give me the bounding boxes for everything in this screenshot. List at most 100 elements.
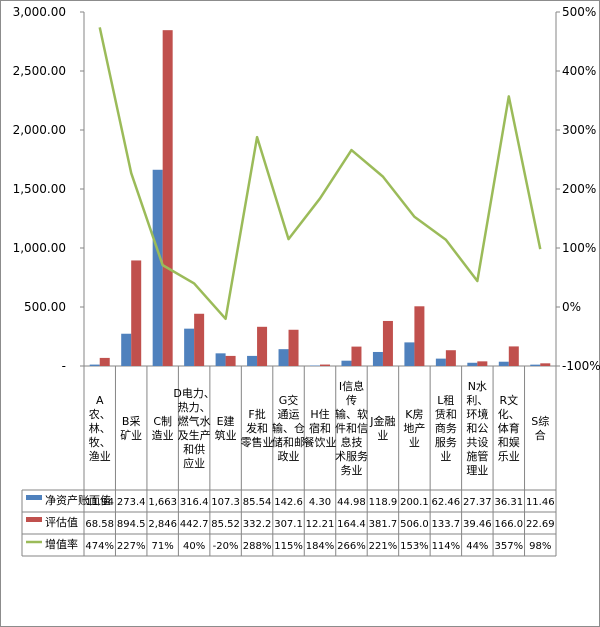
bar-book-value [498, 361, 509, 366]
category-label: 储和邮 [272, 435, 305, 449]
table-value: 118.9 [369, 497, 398, 508]
category-label: 息技 [340, 435, 362, 449]
table-value: 474% [85, 541, 114, 552]
table-value: 40% [183, 541, 205, 552]
table-value: 62.46 [432, 497, 461, 508]
table-value: 307.1 [274, 519, 303, 530]
growth-rate-line [98, 27, 542, 321]
table-value: 357% [495, 541, 524, 552]
bar-appraised-value [162, 30, 173, 367]
category-label: 地产 [403, 421, 425, 435]
category-label: 务业 [340, 464, 362, 477]
bar-book-value [404, 342, 415, 366]
table-value: 4.30 [309, 497, 331, 508]
table-value: 221% [369, 541, 398, 552]
bar-book-value [152, 169, 163, 366]
category-label: 业 [409, 436, 420, 449]
category-label: 施管 [466, 449, 488, 463]
table-value: 85.52 [211, 519, 240, 530]
table-value: 266% [337, 541, 366, 552]
table-value: 288% [243, 541, 272, 552]
category-label: 件和信 [335, 422, 368, 435]
category-label: 理业 [466, 464, 488, 477]
category-label: 服务 [435, 436, 457, 449]
bar-book-value [184, 328, 195, 366]
table-value: 71% [152, 541, 174, 552]
bar-book-value [530, 364, 541, 366]
left-y-tick-label: 3,000.00 [13, 5, 66, 19]
category-label: 造业 [152, 428, 174, 442]
category-label: 矿业 [120, 429, 142, 442]
category-label: 热力、 [178, 401, 211, 414]
table-value: 115% [274, 541, 303, 552]
legend-swatch [26, 495, 42, 500]
bar-appraised-value [508, 346, 519, 366]
category-label: 利、 [466, 394, 488, 407]
category-label: B采 [122, 415, 141, 428]
bar-book-value [278, 349, 289, 366]
table-value: 114% [432, 541, 461, 552]
left-y-tick-label: 1,000.00 [13, 241, 66, 255]
bar-book-value [121, 333, 132, 366]
category-label: 体育 [498, 421, 520, 435]
bar-appraised-value [540, 363, 551, 366]
table-value: 27.37 [463, 497, 492, 508]
table-value: 166.0 [494, 519, 523, 530]
table-value: 1,663 [148, 497, 177, 508]
table-value: 164.4 [337, 519, 366, 530]
left-y-tick-label: 2,000.00 [13, 123, 66, 137]
category-label: 共设 [466, 436, 488, 449]
category-label: 政业 [278, 449, 300, 463]
category-label: E建 [217, 414, 235, 428]
bar-book-value [89, 364, 100, 366]
category-label: F批 [248, 407, 265, 421]
category-label: N水 [468, 380, 487, 393]
right-y-tick-label: 100% [562, 241, 596, 255]
bar-appraised-value [351, 346, 362, 366]
category-label: L租 [437, 394, 454, 407]
table-value: 442.7 [180, 519, 209, 530]
category-label: 应业 [183, 456, 205, 470]
table-value: 381.7 [369, 519, 398, 530]
table-value: 39.46 [463, 519, 492, 530]
category-label: I信息 [339, 379, 364, 393]
legend-label: 增值率 [45, 537, 78, 551]
table-value: 12.21 [306, 519, 335, 530]
category-label: 和公 [466, 422, 488, 435]
legend-label: 评估值 [45, 516, 78, 529]
category-label: 乐业 [498, 450, 520, 463]
category-label: R文 [499, 393, 518, 407]
table-value: 11.46 [526, 497, 555, 508]
table-value: 11.94 [85, 497, 114, 508]
bar-appraised-value [131, 260, 142, 366]
category-label: 宿和 [309, 421, 331, 435]
right-y-tick-label: 400% [562, 64, 596, 78]
table-value: -20% [213, 541, 239, 552]
left-y-tick-label: 1,500.00 [13, 182, 66, 196]
category-label: J金融 [369, 414, 395, 428]
table-value: 227% [117, 541, 146, 552]
category-label: 渔业 [89, 450, 111, 463]
left-y-tick-label: 500.00 [24, 300, 66, 314]
right-y-tick-label: 200% [562, 182, 596, 196]
table-value: 273.4 [117, 497, 146, 508]
category-label: 通运 [278, 408, 300, 421]
category-label: G交 [279, 393, 299, 407]
category-label: 环境 [466, 407, 488, 421]
right-y-tick-label: 500% [562, 5, 596, 19]
table-value: 36.31 [494, 497, 523, 508]
table-value: 107.3 [211, 497, 240, 508]
bar-appraised-value [194, 313, 205, 366]
bar-book-value [310, 365, 320, 366]
category-label: 燃气水 [178, 414, 211, 428]
category-label: K房 [405, 408, 423, 421]
table-value: 894.5 [117, 519, 146, 530]
bar-book-value [467, 362, 478, 366]
category-label: 化、 [498, 407, 520, 421]
right-y-tick-label: 0% [562, 300, 581, 314]
bar-book-value [341, 360, 352, 366]
left-y-tick-label: - [62, 359, 66, 373]
category-label: 及生产 [178, 428, 211, 442]
bar-appraised-value [477, 361, 488, 366]
category-label: 和娱 [498, 435, 520, 449]
